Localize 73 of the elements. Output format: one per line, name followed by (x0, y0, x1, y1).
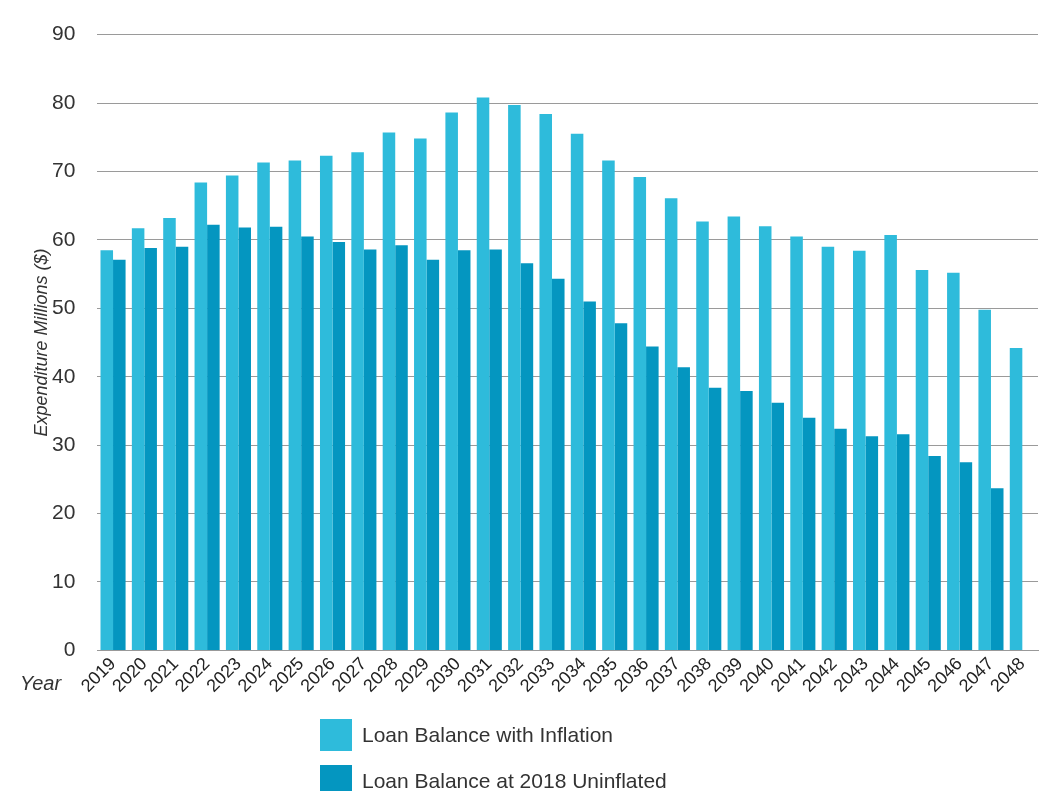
bar (395, 245, 408, 650)
bar (696, 221, 709, 650)
bar (144, 248, 157, 650)
bar (194, 182, 208, 650)
y-tick-label: 10 (52, 568, 76, 592)
bar (163, 217, 176, 650)
bar (583, 301, 596, 650)
bar (758, 226, 772, 650)
bar (802, 417, 816, 650)
bar (853, 250, 866, 650)
bar (351, 152, 364, 650)
bar (821, 246, 835, 650)
y-axis-title: Expenditure Millions ($) (31, 248, 51, 437)
bar (677, 367, 690, 650)
y-tick-label: 0 (63, 637, 76, 661)
bar (238, 227, 251, 650)
bar (457, 250, 471, 650)
bar (727, 216, 741, 650)
bar (570, 133, 584, 650)
legend-label: Loan Balance at 2018 Uninflated (362, 769, 667, 791)
x-axis-title: Year (20, 671, 63, 694)
y-tick-label: 80 (52, 89, 76, 113)
y-tick-label: 50 (52, 295, 76, 319)
y-tick-label: 30 (52, 431, 76, 455)
bar (990, 488, 1004, 650)
bar (131, 228, 145, 650)
bar (865, 436, 879, 650)
y-tick-label: 90 (52, 21, 76, 45)
bar (426, 259, 440, 650)
y-tick-label: 60 (52, 226, 76, 250)
bar (269, 226, 283, 650)
bar (959, 462, 973, 650)
bar (771, 402, 785, 650)
bar (633, 176, 647, 650)
bar (884, 235, 897, 650)
bar (947, 272, 960, 650)
bar (646, 346, 659, 650)
bar (614, 323, 628, 650)
y-tick-label: 70 (52, 158, 76, 182)
bar (928, 456, 941, 650)
y-tick-label: 20 (52, 500, 76, 524)
bar (100, 250, 114, 650)
bar (288, 160, 302, 650)
bar (207, 224, 220, 650)
bar (225, 175, 239, 650)
bar (332, 241, 346, 650)
bar (489, 249, 502, 650)
bar (445, 112, 458, 650)
bar (708, 387, 722, 650)
bar (539, 113, 552, 650)
legend-label: Loan Balance with Inflation (362, 723, 614, 747)
bar (915, 269, 929, 650)
bar (790, 236, 803, 650)
bar (363, 249, 377, 650)
bar (896, 434, 910, 650)
bar (740, 391, 753, 650)
bar (319, 155, 333, 650)
bar (602, 160, 615, 650)
bar (301, 236, 314, 650)
bar (476, 97, 490, 650)
bar (552, 278, 565, 650)
bar (257, 162, 270, 650)
bar (664, 198, 678, 650)
y-tick-label: 40 (52, 363, 76, 387)
bar (834, 428, 847, 650)
bar (113, 259, 126, 650)
bar (978, 309, 991, 650)
bar (508, 105, 521, 650)
bar (382, 132, 396, 650)
bar (414, 138, 427, 650)
bar (520, 263, 534, 650)
bar (175, 246, 189, 650)
bar (1009, 347, 1023, 650)
